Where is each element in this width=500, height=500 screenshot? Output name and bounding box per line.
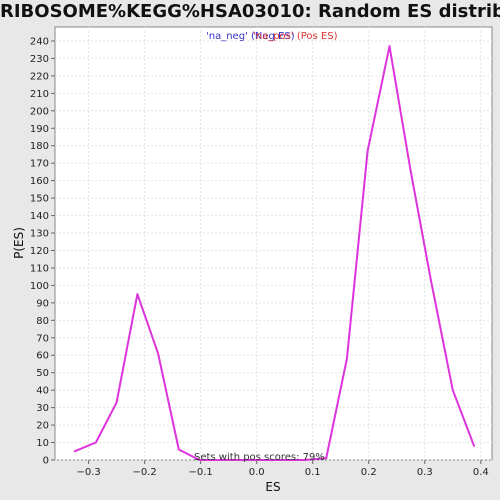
x-tick-label: −0.2 [132,467,156,478]
y-tick-label: 30 [36,403,49,414]
y-tick-label: 220 [30,71,49,82]
y-tick-label: 50 [36,368,49,379]
x-tick-label: 0.3 [417,467,433,478]
data-point [157,352,159,355]
chart-title: RIBOSOME%KEGG%HSA03010: Random ES distri… [0,1,500,22]
data-point [115,401,118,404]
y-tick-label: 10 [36,438,49,449]
data-point [473,445,475,447]
data-point [345,357,348,360]
data-point [366,150,369,152]
data-point [325,457,328,460]
y-tick-label: 40 [36,386,49,397]
legend: 'na_neg' (Neg ES)'na_pos' (Pos ES) [206,31,338,42]
y-tick-label: 230 [30,54,49,65]
y-tick-label: 130 [30,229,49,240]
data-point [177,448,180,451]
x-tick-label: 0.4 [473,467,489,478]
data-point [430,279,432,282]
y-tick-label: 110 [30,263,49,274]
x-tick-label: −0.3 [76,467,100,478]
y-tick-label: 240 [30,36,49,47]
y-tick-label: 200 [30,106,49,117]
plot-background [54,26,493,461]
pos-scores-annotation: Sets with pos scores: 79% [194,452,325,463]
data-point [388,45,391,48]
y-tick-label: 160 [30,176,49,187]
data-point [451,389,454,392]
annotations: Sets with pos scores: 79% [194,452,325,463]
legend-entry-neg: 'na_neg' (Neg ES) [206,31,295,42]
x-axis-title: ES [265,480,280,494]
data-point [409,167,412,170]
y-tick-label: 20 [36,421,49,432]
y-tick-label: 70 [36,333,49,344]
x-tick-label: 0.1 [305,467,321,478]
y-tick-label: 120 [30,246,49,257]
series-line [74,45,476,461]
data-point [94,441,97,444]
axes: 0 10 20 30 40 50 60 70 80 90 100 110 120 130 140 150 160… [30,36,489,478]
y-tick-label: 100 [30,281,49,292]
x-tick-label: −0.1 [189,467,213,478]
data-point [73,450,76,453]
y-tick-label: 180 [30,141,49,152]
data-point [136,293,139,296]
data-point [303,459,306,461]
data-point [198,459,201,461]
grid-lines [55,27,492,461]
y-tick-label: 90 [36,298,49,309]
legend-entry-pos: 'na_pos' (Pos ES) [253,31,338,42]
y-tick-label: 0 [43,456,49,467]
y-tick-label: 80 [36,316,49,327]
y-tick-label: 140 [30,211,49,222]
y-tick-label: 60 [36,351,49,362]
y-tick-label: 190 [30,124,49,135]
y-tick-label: 210 [30,89,49,100]
y-axis-title: P(ES) [12,227,26,259]
series-lines [73,45,476,461]
x-tick-label: 0.2 [361,467,377,478]
y-tick-label: 170 [30,159,49,170]
x-tick-label: 0.0 [249,467,265,478]
y-tick-label: 150 [30,194,49,205]
